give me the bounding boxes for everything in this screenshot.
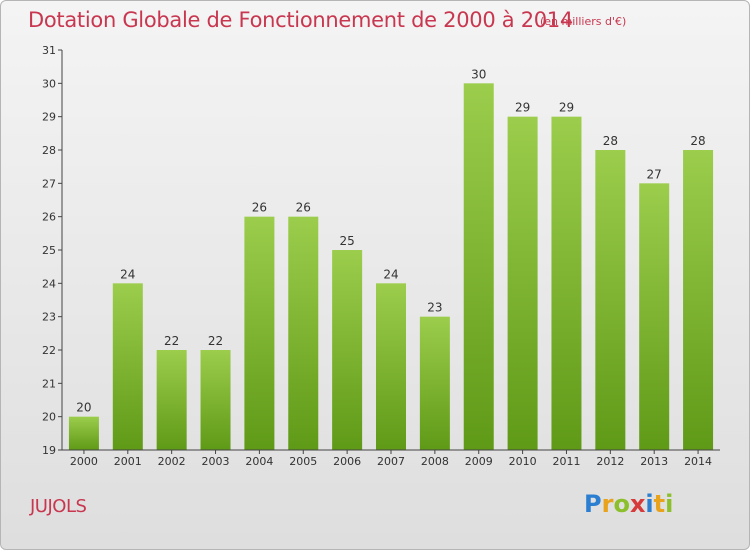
commune-name: JUJOLS xyxy=(30,496,87,517)
bar-2007 xyxy=(376,283,406,450)
bar-2001 xyxy=(112,283,143,450)
y-tick-label: 22 xyxy=(42,344,56,357)
chart-title: Dotation Globale de Fonctionnement de 20… xyxy=(28,8,573,32)
proxiti-logo[interactable]: Proxiti xyxy=(584,490,673,518)
bar-value-label: 29 xyxy=(515,101,530,115)
logo-letter: t xyxy=(653,490,666,518)
y-tick-label: 27 xyxy=(42,177,56,190)
bar-value-label: 23 xyxy=(427,301,442,315)
x-tick-label: 2005 xyxy=(289,455,317,468)
bar-2009 xyxy=(463,83,494,450)
logo-letter: i xyxy=(645,490,654,518)
bar-value-label: 27 xyxy=(647,167,662,181)
bar-2004 xyxy=(244,216,275,450)
x-tick-label: 2001 xyxy=(114,455,142,468)
axes-layer: 2000 2001 2002 2003 2004 2005 2006 2007 2008 2009… xyxy=(42,44,720,468)
bar-2008 xyxy=(419,316,450,450)
bar-value-label: 24 xyxy=(383,267,398,281)
x-tick-label: 2002 xyxy=(158,455,186,468)
y-tick-label: 24 xyxy=(42,277,56,290)
bar-value-label: 22 xyxy=(208,334,223,348)
logo-letter: P xyxy=(584,490,602,518)
bar-2006 xyxy=(332,250,363,450)
y-tick-label: 19 xyxy=(42,444,56,457)
y-tick-label: 31 xyxy=(42,44,56,57)
bar-value-label: 22 xyxy=(164,334,179,348)
logo-letter: o xyxy=(613,490,630,518)
chart-unit-label: (en milliers d'€) xyxy=(540,15,627,28)
x-tick-label: 2007 xyxy=(377,455,405,468)
x-tick-label: 2000 xyxy=(70,455,98,468)
bar-value-label: 26 xyxy=(296,201,311,215)
logo-letter: i xyxy=(665,490,674,518)
bar-value-label: 24 xyxy=(120,267,135,281)
bar-2003 xyxy=(200,350,231,450)
x-tick-label: 2012 xyxy=(596,455,624,468)
y-tick-label: 23 xyxy=(42,311,56,324)
y-tick-label: 25 xyxy=(42,244,56,257)
x-tick-label: 2004 xyxy=(245,455,273,468)
y-tick-label: 30 xyxy=(42,77,56,90)
bar-value-label: 28 xyxy=(690,134,705,148)
y-tick-label: 20 xyxy=(42,411,56,424)
x-tick-label: 2014 xyxy=(684,455,712,468)
bar-value-label: 30 xyxy=(471,67,486,81)
x-tick-label: 2013 xyxy=(640,455,668,468)
bar-2011 xyxy=(551,116,582,451)
bar-2005 xyxy=(288,216,319,450)
bar-value-label: 26 xyxy=(252,201,267,215)
bar-2013 xyxy=(639,183,670,451)
bar-value-label: 20 xyxy=(76,401,91,415)
x-tick-label: 2010 xyxy=(509,455,537,468)
bar-2002 xyxy=(156,350,187,450)
x-tick-label: 2006 xyxy=(333,455,361,468)
bar-2000 xyxy=(68,416,99,450)
x-tick-label: 2008 xyxy=(421,455,449,468)
bar-2010 xyxy=(507,116,538,451)
x-tick-label: 2011 xyxy=(552,455,580,468)
bar-value-label: 28 xyxy=(603,134,618,148)
x-tick-label: 2003 xyxy=(202,455,230,468)
y-tick-label: 29 xyxy=(42,111,56,124)
bar-2012 xyxy=(595,150,626,450)
y-tick-label: 21 xyxy=(42,377,56,390)
bar-2014 xyxy=(683,150,714,450)
y-tick-label: 26 xyxy=(42,211,56,224)
logo-letter: x xyxy=(629,490,646,518)
bar-value-label: 25 xyxy=(339,234,354,248)
x-tick-label: 2009 xyxy=(465,455,493,468)
bars-layer: 20 24 22 22 26 26 25 24 23 30 29 29 28 27 28 xyxy=(68,67,714,451)
bar-value-label: 29 xyxy=(559,101,574,115)
logo-letter: r xyxy=(601,490,614,518)
y-tick-label: 28 xyxy=(42,144,56,157)
